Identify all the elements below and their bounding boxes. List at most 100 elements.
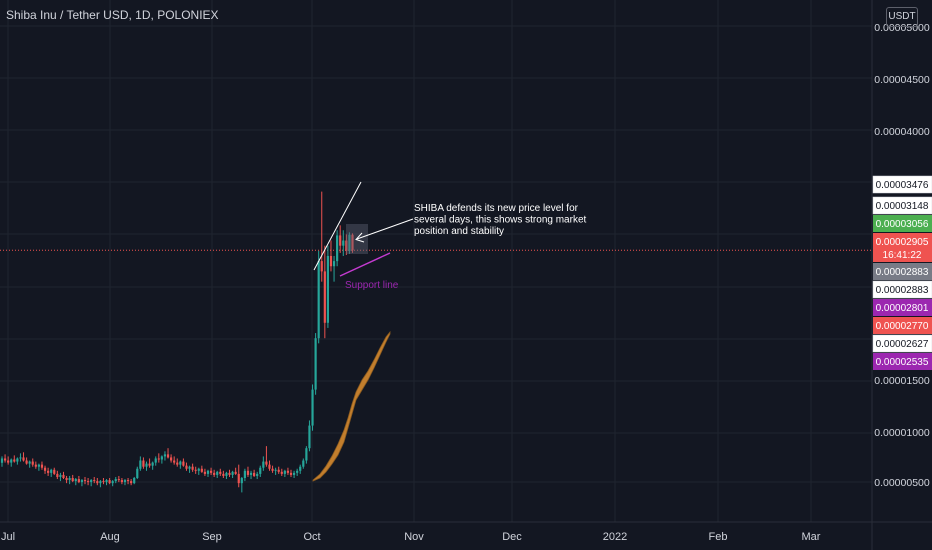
x-axis-tick-label: Oct: [303, 531, 320, 543]
candle-body: [22, 457, 25, 461]
candle: [323, 245, 326, 339]
candle: [3, 454, 7, 463]
candle-body: [93, 480, 96, 482]
candle-body: [231, 471, 234, 475]
candle: [228, 469, 231, 477]
candle-body: [206, 470, 210, 474]
symbol-title[interactable]: Shiba Inu / Tether USD, 1D, POLONIEX: [6, 8, 219, 22]
candle: [329, 240, 333, 272]
y-axis-tick-label: 0.00001500: [874, 375, 930, 387]
candle-body: [163, 454, 167, 457]
candle: [53, 467, 56, 475]
candle: [237, 464, 240, 488]
candle-body: [65, 478, 68, 481]
price-tag: 0.00002627: [872, 334, 932, 353]
candle-body: [302, 460, 305, 467]
candle-body: [43, 467, 47, 471]
candle-body: [191, 466, 194, 470]
candle-body: [53, 469, 56, 474]
price-tag: 0.00002883: [873, 263, 932, 280]
candle-body: [197, 468, 200, 471]
candle-body: [339, 235, 342, 246]
candle-body: [31, 461, 34, 465]
price-tag: 0.00003056: [873, 215, 932, 232]
candle: [130, 479, 133, 486]
candle: [185, 462, 188, 471]
candle: [59, 472, 62, 482]
currency-button[interactable]: USDT: [886, 7, 918, 27]
candle: [22, 452, 25, 462]
candle-body: [16, 458, 19, 462]
price-tag-bg: [872, 280, 932, 299]
price-tag: 0.00003476: [872, 175, 932, 194]
candle-body: [216, 471, 219, 475]
candle-body: [59, 474, 62, 477]
candle: [86, 478, 90, 486]
price-tag-bg: [873, 215, 932, 232]
candle: [200, 465, 203, 473]
candle: [25, 457, 28, 465]
candle-body: [160, 456, 163, 460]
candle-body: [105, 480, 108, 483]
candle: [191, 463, 194, 472]
candle-body: [90, 480, 93, 483]
candle: [283, 469, 286, 477]
price-tag-label: 0.00002883: [876, 285, 929, 296]
candle: [50, 468, 53, 477]
candle-body: [265, 461, 268, 465]
candle: [160, 455, 163, 464]
candle-body: [56, 473, 59, 477]
candle: [222, 470, 225, 479]
candle: [13, 455, 16, 463]
candle-body: [157, 458, 160, 460]
candle-body: [13, 459, 16, 462]
candle: [234, 467, 237, 475]
candle: [203, 468, 207, 476]
candle-body: [151, 462, 154, 466]
candle-body: [326, 255, 330, 323]
candle-body: [179, 461, 182, 465]
candle: [292, 470, 296, 479]
candle: [34, 461, 37, 469]
x-axis-tick-label: Dec: [502, 531, 522, 543]
candle-body: [0, 458, 4, 463]
candle-body: [256, 473, 259, 476]
x-axis-tick-label: Sep: [202, 531, 222, 543]
candle-body: [213, 472, 216, 475]
candle-body: [166, 454, 170, 458]
candle: [102, 478, 105, 485]
price-tag: 0.00002770: [873, 317, 932, 334]
candle-body: [336, 235, 339, 262]
candle-body: [123, 480, 127, 483]
indicator-band: [312, 330, 391, 482]
candle-body: [283, 470, 286, 474]
candle: [268, 460, 271, 471]
candle: [265, 446, 268, 467]
candle: [286, 467, 290, 475]
candle: [136, 466, 139, 480]
candle: [68, 475, 71, 485]
candle: [253, 469, 256, 477]
candle: [148, 458, 151, 468]
candle: [111, 480, 114, 487]
candle: [240, 476, 243, 493]
candle: [336, 230, 339, 267]
candle: [142, 457, 145, 469]
candle-body: [219, 471, 222, 474]
price-tag: 0.00002801: [873, 299, 932, 316]
x-axis-tick-label: 2022: [603, 531, 627, 543]
candle-body: [329, 255, 333, 267]
candle: [74, 478, 77, 486]
candle-body: [323, 271, 326, 323]
candle: [126, 478, 130, 485]
candle-body: [185, 465, 188, 469]
candle: [314, 333, 317, 395]
candle: [209, 467, 213, 475]
price-tag-label: 0.00002905: [876, 237, 929, 248]
candle-body: [86, 481, 90, 483]
candle-body: [228, 472, 231, 475]
candle: [326, 245, 330, 328]
candle: [173, 456, 176, 465]
